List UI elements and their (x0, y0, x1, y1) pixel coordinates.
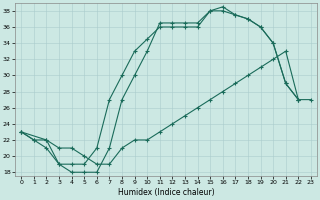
X-axis label: Humidex (Indice chaleur): Humidex (Indice chaleur) (118, 188, 214, 197)
